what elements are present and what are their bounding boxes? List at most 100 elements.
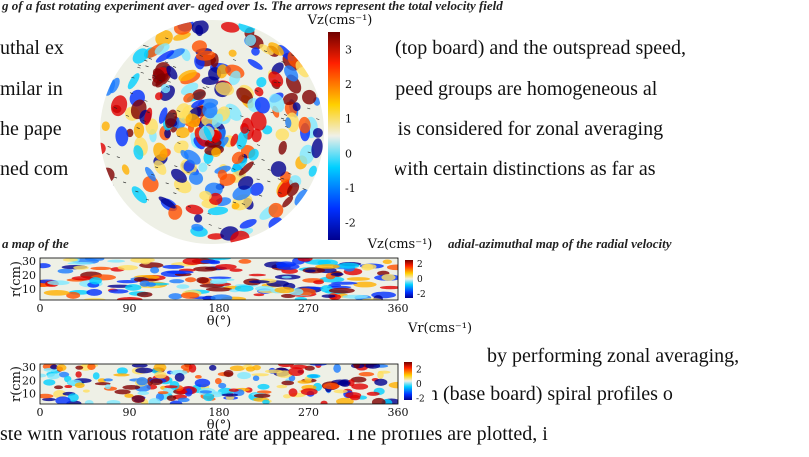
field-blob — [338, 263, 359, 269]
y-axis-label: r(cm) — [9, 261, 24, 297]
field-blob — [193, 267, 217, 272]
y-tick-label: 30 — [22, 361, 36, 374]
caption-mid: adial-azimuthal map of the radial veloci… — [448, 236, 672, 251]
caption-mid: a map of the — [2, 236, 69, 251]
colorbar-tick-label: 2 — [345, 78, 352, 91]
field-blob — [252, 373, 269, 376]
x-tick-label: 0 — [37, 406, 44, 419]
field-blob — [206, 287, 232, 291]
field-blob — [305, 269, 316, 272]
field-blob — [331, 282, 358, 285]
field-blob — [315, 264, 340, 269]
field-blob — [150, 379, 163, 385]
field-blob — [238, 259, 251, 264]
field-blob — [75, 371, 81, 377]
field-blob — [64, 385, 72, 388]
field-blob — [200, 390, 212, 393]
field-blob — [350, 395, 361, 400]
colorbar-tick-label: -2 — [417, 290, 426, 300]
y-tick-label: 30 — [22, 255, 36, 268]
field-blob — [158, 391, 169, 394]
field-blob — [93, 372, 100, 379]
body-text: (top board) and the outspread speed, — [395, 37, 686, 59]
field-blob — [47, 280, 69, 285]
field-blob — [218, 383, 226, 389]
field-blob — [169, 279, 184, 283]
body-text: ned com — [0, 158, 69, 180]
field-blob — [44, 290, 70, 296]
field-blob — [189, 364, 196, 373]
field-blob — [208, 276, 231, 279]
field-blob — [137, 279, 159, 282]
field-blob — [175, 373, 185, 382]
colorbar — [404, 362, 412, 400]
x-tick-label: 360 — [388, 406, 409, 419]
field-blob — [196, 277, 208, 284]
body-text: uthal ex — [0, 37, 64, 59]
field-blob — [167, 270, 194, 274]
field-blob — [289, 388, 298, 397]
colorbar-tick-label: -1 — [345, 182, 356, 195]
colorbar-tick-label: 0 — [345, 147, 352, 160]
field-blob — [195, 379, 210, 388]
field-blob — [86, 289, 102, 296]
field-blob — [353, 282, 376, 288]
field-blob — [87, 363, 95, 370]
field-blob — [107, 260, 125, 263]
field-blob — [363, 264, 377, 270]
field-blob — [253, 293, 264, 296]
field-blob — [347, 277, 371, 281]
field-blob — [47, 373, 60, 379]
body-text: s with certain distinctions as far as — [380, 158, 656, 180]
field-blob — [230, 366, 245, 371]
field-blob — [150, 267, 159, 274]
field-blob — [164, 385, 177, 388]
field-blob — [105, 384, 111, 389]
caption-top: g of a fast rotating experiment aver- ag… — [1, 0, 503, 13]
field-blob — [224, 370, 234, 377]
field-blob — [67, 262, 93, 265]
x-tick-label: 270 — [298, 302, 319, 315]
field-blob — [183, 258, 203, 265]
y-tick-label: 10 — [22, 388, 36, 401]
y-tick-label: 10 — [22, 283, 36, 296]
field-blob — [103, 378, 113, 381]
field-blob — [146, 282, 156, 287]
field-blob — [301, 388, 318, 395]
field-blob — [276, 261, 296, 267]
field-blob — [200, 260, 219, 264]
page-canvas: g of a fast rotating experiment aver- ag… — [0, 0, 809, 457]
field-blob — [75, 366, 83, 370]
body-text: he pape — [0, 118, 62, 140]
field-blob — [237, 372, 251, 379]
field-blob — [209, 365, 216, 371]
body-text: by performing zonal averaging, — [487, 345, 739, 367]
x-tick-label: 360 — [388, 302, 409, 315]
field-blob — [323, 383, 340, 389]
field-blob — [249, 280, 270, 283]
field-blob — [331, 273, 344, 276]
field-blob — [257, 384, 269, 390]
colorbar-tick-label: 2 — [417, 260, 423, 270]
field-blob — [322, 294, 336, 298]
field-blob — [313, 128, 323, 138]
x-tick-label: 90 — [123, 302, 137, 315]
colorbar-label: Vz(cms⁻¹) — [307, 13, 373, 28]
field-blob — [377, 371, 384, 379]
body-text: 0°] is considered for zonal averaging — [368, 118, 663, 140]
field-blob — [154, 371, 166, 378]
field-blob — [162, 265, 184, 269]
body-text: milar in — [0, 78, 63, 100]
field-blob — [222, 393, 238, 396]
field-blob — [229, 388, 239, 391]
field-blob — [254, 394, 271, 398]
field-blob — [265, 369, 283, 373]
field-blob — [381, 274, 395, 281]
colorbar-label: Vr(cms⁻¹) — [407, 321, 472, 336]
colorbar-tick-label: 0 — [417, 275, 423, 285]
field-blob — [210, 279, 227, 285]
x-tick-label: 270 — [298, 406, 319, 419]
field-blob — [337, 381, 350, 386]
colorbar-tick-label: 1 — [345, 113, 352, 126]
field-blob — [75, 382, 85, 388]
